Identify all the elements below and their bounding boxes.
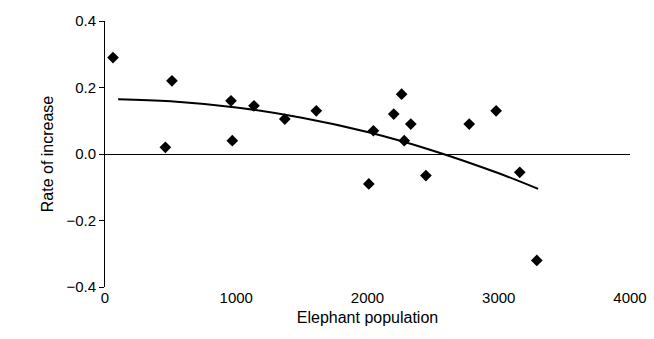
svg-text:−0.2: −0.2 [66,212,96,229]
svg-text:Elephant population: Elephant population [297,309,438,326]
svg-text:2000: 2000 [351,289,384,306]
svg-text:4000: 4000 [613,289,646,306]
svg-text:−0.4: −0.4 [66,278,96,295]
svg-text:Rate of increase: Rate of increase [39,96,56,213]
svg-text:0.4: 0.4 [75,12,96,29]
svg-text:0.0: 0.0 [75,145,96,162]
svg-text:1000: 1000 [220,289,253,306]
svg-text:3000: 3000 [482,289,515,306]
svg-text:0.2: 0.2 [75,79,96,96]
svg-text:0: 0 [101,289,109,306]
